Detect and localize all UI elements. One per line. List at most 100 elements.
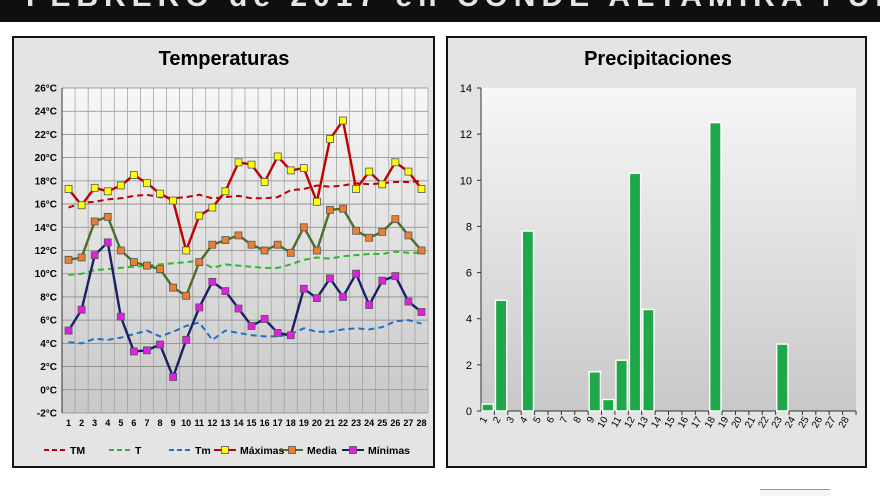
x-tick-label: 7 — [558, 415, 571, 426]
precip-bar — [709, 121, 722, 412]
x-tick-label: 23 — [351, 418, 361, 428]
x-tick-label: 8 — [572, 415, 585, 426]
data-point-media — [64, 255, 73, 264]
x-tick-label: 18 — [286, 418, 296, 428]
precip-bar — [628, 172, 642, 412]
y-tick-label: 12 — [460, 129, 472, 141]
data-point-media — [299, 223, 308, 232]
y-tick-label: 6 — [466, 268, 472, 280]
x-tick-label: 14 — [649, 415, 664, 431]
legend-marker — [288, 446, 296, 454]
data-point-máximas — [326, 135, 334, 143]
x-tick-label: 17 — [273, 418, 283, 428]
data-point-mínimas — [116, 312, 125, 321]
data-point-media — [169, 283, 178, 292]
data-point-media — [247, 240, 256, 249]
data-point-media — [378, 228, 387, 236]
x-tick-label: 12 — [623, 415, 638, 431]
x-tick-label: 28 — [416, 418, 426, 428]
y-tick-label: 14°C — [35, 223, 57, 234]
data-point-mínimas — [143, 346, 151, 355]
y-tick-label: 4 — [466, 314, 472, 326]
x-tick-label: 15 — [247, 418, 257, 428]
legend-label: Máximas — [240, 445, 285, 457]
data-point-media — [77, 253, 86, 262]
precip-bar — [615, 359, 628, 412]
x-tick-label: 3 — [505, 415, 518, 426]
data-point-mínimas — [273, 329, 282, 337]
legend-label: T — [135, 445, 142, 457]
y-tick-label: 14 — [460, 83, 472, 95]
data-point-media — [143, 261, 151, 270]
data-point-media — [286, 248, 295, 257]
data-point-máximas — [182, 246, 191, 255]
data-point-media — [339, 204, 347, 213]
x-tick-label: 24 — [783, 415, 798, 431]
y-tick-label: 12°C — [35, 246, 57, 257]
y-tick-label: 4°C — [40, 339, 57, 350]
x-tick-label: 6 — [545, 415, 558, 426]
precip-bar — [521, 230, 535, 412]
x-tick-label: 21 — [743, 415, 758, 431]
data-point-máximas — [404, 167, 413, 176]
y-tick-label: 22°C — [35, 130, 57, 141]
data-point-mínimas — [182, 335, 191, 344]
x-tick-label: 7 — [144, 418, 149, 428]
precip-bar — [642, 308, 655, 412]
data-point-máximas — [221, 187, 230, 196]
data-point-máximas — [156, 189, 164, 198]
y-tick-label: 10 — [460, 175, 472, 187]
x-tick-label: 24 — [364, 418, 374, 428]
data-point-mínimas — [90, 251, 99, 260]
data-point-media — [90, 217, 99, 226]
x-tick-label: 26 — [810, 415, 825, 431]
chart-title: Temperaturas — [159, 48, 290, 70]
x-tick-label: 2 — [491, 415, 504, 426]
y-tick-label: 2°C — [40, 362, 57, 373]
data-point-máximas — [352, 185, 361, 193]
data-point-media — [156, 265, 164, 273]
x-tick-label: 12 — [207, 418, 217, 428]
series-line-mínimas — [67, 239, 423, 381]
series-line-tm — [68, 179, 422, 209]
x-tick-label: 27 — [403, 418, 413, 428]
chart-title: Precipitaciones — [584, 48, 732, 70]
y-tick-label: 16°C — [35, 200, 57, 211]
data-point-media — [273, 240, 282, 249]
x-tick-label: 25 — [377, 418, 387, 428]
x-tick-label: 18 — [703, 415, 718, 431]
banner-text: FEBRERO de 2017 en CONDE ALTAMIRA PUERTO — [26, 0, 880, 14]
data-point-media — [103, 212, 112, 221]
data-point-máximas — [169, 196, 178, 205]
precipitation-chart-panel: Precipitaciones 0 2 4 6 8 10 12 14 1 2 3 4 5 6 7 8 9 10 11 1… — [446, 36, 867, 468]
temperature-chart-panel: Temperaturas -2°C 0°C 2°C 4°C 6°C 8°C 10°C 12°C 1… — [12, 36, 435, 468]
x-tick-label: 5 — [532, 415, 545, 426]
data-point-máximas — [77, 201, 86, 210]
data-point-mínimas — [260, 315, 269, 323]
data-point-media — [352, 226, 361, 235]
data-point-media — [391, 215, 400, 224]
data-point-media — [195, 258, 204, 267]
data-point-máximas — [103, 187, 112, 196]
y-tick-label: 6°C — [40, 316, 57, 327]
x-tick-label: 10 — [596, 415, 611, 431]
data-point-máximas — [417, 185, 426, 193]
x-tick-label: 10 — [181, 418, 191, 428]
precip-bar — [776, 343, 789, 412]
x-tick-label: 11 — [194, 418, 204, 428]
x-tick-label: 20 — [312, 418, 322, 428]
data-point-mínimas — [208, 277, 217, 286]
data-point-media — [312, 246, 321, 255]
data-point-máximas — [260, 178, 269, 186]
data-point-mínimas — [64, 326, 73, 335]
x-tick-label: 15 — [663, 415, 678, 431]
data-point-máximas — [273, 152, 282, 161]
data-point-máximas — [391, 158, 400, 167]
y-tick-label: 8°C — [40, 292, 57, 303]
x-tick-label: 21 — [325, 418, 335, 428]
y-tick-label: -2°C — [37, 409, 57, 420]
x-tick-label: 16 — [676, 415, 691, 431]
x-tick-label: 1 — [478, 415, 491, 426]
data-point-media — [116, 246, 125, 255]
x-tick-label: 14 — [233, 418, 243, 428]
